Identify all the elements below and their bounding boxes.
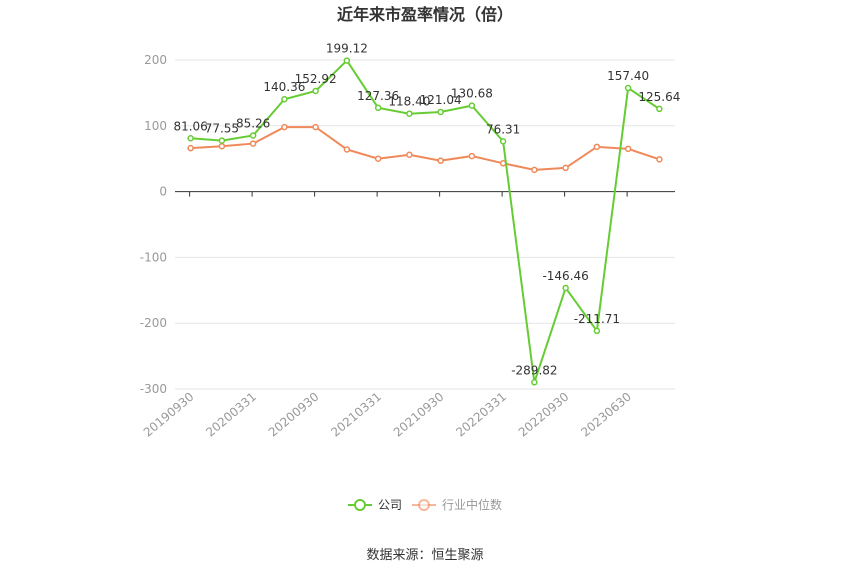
y-tick-label: 200 xyxy=(144,53,167,67)
y-tick-label: -100 xyxy=(140,250,167,264)
data-label: -211.71 xyxy=(574,312,620,326)
data-point xyxy=(218,142,226,150)
series-line xyxy=(190,59,660,383)
y-tick-label: 0 xyxy=(159,185,167,199)
data-point xyxy=(218,137,226,144)
x-tick-label: 20230630 xyxy=(578,390,634,440)
data-point xyxy=(281,95,288,103)
data-label: -289.82 xyxy=(511,363,557,377)
data-labels: 81.0677.5585.26140.36152.92199.12127.361… xyxy=(173,42,680,378)
data-label: 157.40 xyxy=(607,69,649,83)
x-tick-label: 20200930 xyxy=(266,390,322,440)
data-label: 81.06 xyxy=(173,119,207,133)
data-point xyxy=(624,84,632,92)
data-point xyxy=(656,105,663,113)
y-tick-label: 100 xyxy=(144,119,167,133)
data-point xyxy=(374,155,382,162)
data-label: 152.92 xyxy=(295,72,337,86)
data-point xyxy=(343,146,351,153)
data-point xyxy=(249,132,257,139)
data-point xyxy=(468,102,476,109)
series-line xyxy=(190,126,660,171)
data-point xyxy=(406,110,413,117)
data-label: 77.55 xyxy=(205,122,239,136)
data-point xyxy=(187,135,194,142)
data-point xyxy=(249,140,257,147)
data-point xyxy=(562,284,569,292)
data-label: 85.26 xyxy=(236,116,270,130)
x-tick-label: 20210331 xyxy=(328,390,384,440)
y-tick-label: -200 xyxy=(140,316,167,330)
data-label: 121.04 xyxy=(420,93,462,107)
data-point xyxy=(437,108,444,116)
legend-company-marker xyxy=(354,499,366,511)
data-point xyxy=(343,57,351,64)
data-point xyxy=(624,145,632,153)
data-label: 118.40 xyxy=(388,95,430,109)
legend: 公司 行业中位数 xyxy=(348,497,502,512)
data-point xyxy=(593,327,601,335)
data-point xyxy=(187,144,194,152)
data-point xyxy=(406,151,413,159)
chart-title: 近年来市盈率情况（倍） xyxy=(337,5,513,24)
data-source: 数据来源：恒生聚源 xyxy=(366,548,483,563)
data-point xyxy=(312,87,319,95)
data-point xyxy=(281,123,288,131)
data-label: 76.31 xyxy=(486,122,520,136)
series-industry-median xyxy=(187,123,663,174)
data-point xyxy=(531,166,538,174)
data-point xyxy=(656,156,663,163)
data-label: 199.12 xyxy=(326,42,368,56)
data-label: 140.36 xyxy=(263,80,305,94)
data-label: 127.36 xyxy=(357,89,399,103)
data-point xyxy=(374,104,382,112)
x-tick-label: 20220331 xyxy=(453,390,509,440)
x-tick-label: 20210930 xyxy=(391,390,447,440)
x-tick-label: 20220930 xyxy=(516,390,572,440)
data-point xyxy=(468,152,476,160)
y-axis-ticks: 200 100 0 -100 -200 -300 xyxy=(140,53,167,396)
legend-company-label: 公司 xyxy=(378,498,402,512)
data-point xyxy=(531,379,538,386)
legend-industry-label: 行业中位数 xyxy=(442,497,502,512)
data-label: -146.46 xyxy=(542,269,588,283)
data-point xyxy=(562,164,569,172)
data-label: 130.68 xyxy=(451,87,493,101)
grid-lines xyxy=(175,59,675,390)
data-point xyxy=(593,143,601,151)
legend-industry-marker xyxy=(418,499,430,511)
data-label: 125.64 xyxy=(638,90,680,104)
series-company xyxy=(187,57,663,386)
x-tick-label: 20200331 xyxy=(203,390,259,440)
x-tick-label: 20190930 xyxy=(141,390,197,440)
data-point xyxy=(312,123,319,131)
y-tick-label: -300 xyxy=(140,382,167,396)
data-point xyxy=(499,138,507,145)
data-point xyxy=(437,157,444,164)
